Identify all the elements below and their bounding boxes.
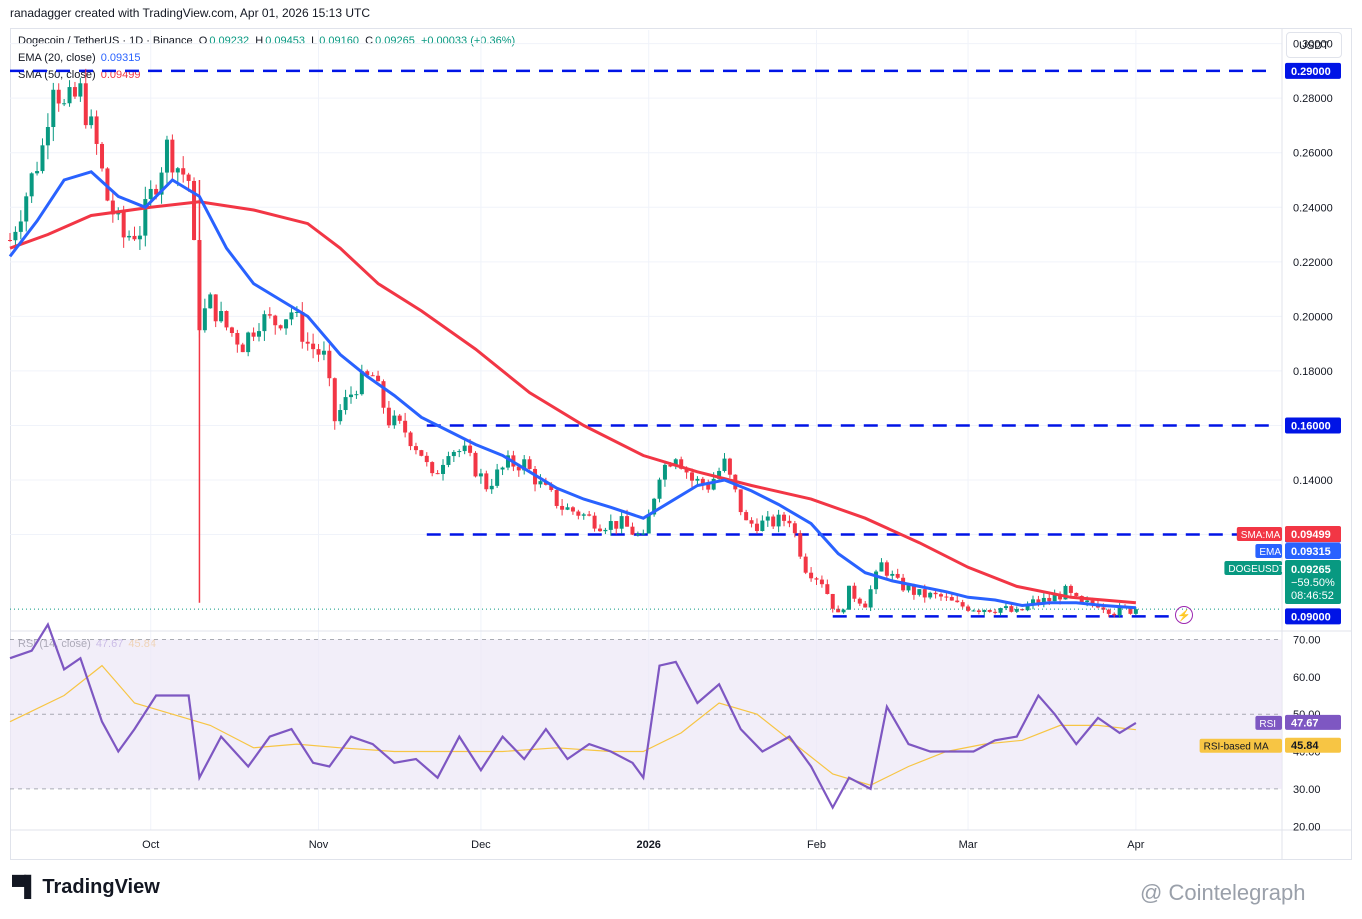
rsi-ma-value: 45.84 (128, 638, 156, 650)
high-label: H (255, 35, 264, 47)
rsi-legend: RSI (14, close) 47.67 45.84 (18, 638, 156, 650)
close-label: C (365, 35, 374, 47)
sma-label: SMA (50, close) (18, 69, 96, 81)
change-value: +0.00033 (+0.36%) (420, 35, 516, 47)
chart-header-credit: ranadagger created with TradingView.com,… (10, 6, 370, 20)
ema-label: EMA (20, close) (18, 52, 96, 64)
rsi-value: 47.67 (95, 638, 124, 650)
low-value: 0.09160 (319, 35, 359, 47)
ema-legend: EMA (20, close) 0.09315 (18, 52, 140, 64)
low-label: L (311, 35, 318, 47)
cointelegraph-watermark: @ Cointelegraph (1140, 880, 1306, 905)
chart-frame (10, 28, 1352, 860)
ema-value: 0.09315 (100, 52, 141, 64)
open-value: 0.09232 (209, 35, 250, 47)
tv-logo-icon: ▀▌ (12, 876, 38, 898)
currency-button[interactable]: USDT (1286, 32, 1342, 58)
symbol-name: Dogecoin / TetherUS · 1D · Binance (18, 35, 193, 47)
tradingview-logo: ▀▌ TradingView (12, 876, 160, 898)
sma-value: 0.09499 (100, 69, 141, 81)
high-value: 0.09453 (265, 35, 305, 47)
open-label: O (198, 35, 208, 47)
rsi-label: RSI (14, close) (18, 638, 91, 650)
symbol-legend: Dogecoin / TetherUS · 1D · Binance O 0.09… (18, 35, 515, 47)
lightning-icon[interactable]: ⚡ (1175, 606, 1193, 624)
close-value: 0.09265 (375, 35, 415, 47)
sma-legend: SMA (50, close) 0.09499 (18, 69, 140, 81)
